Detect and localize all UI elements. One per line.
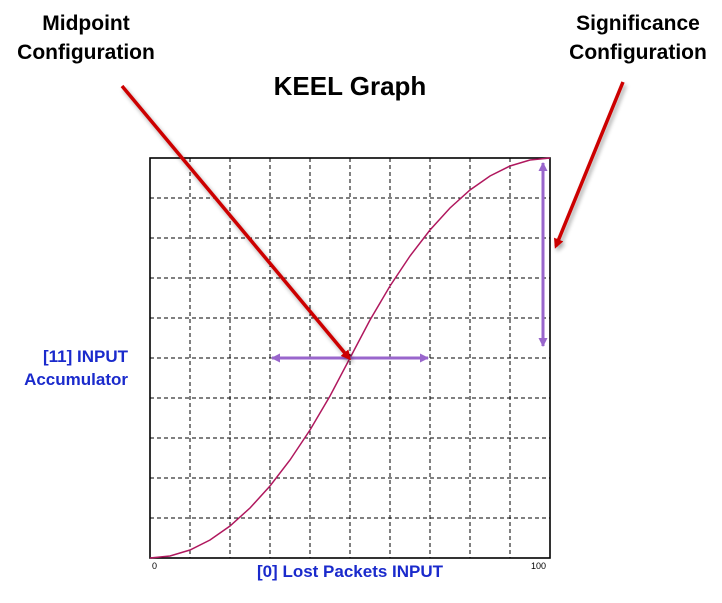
midpoint-callout-line1: Midpoint: [42, 12, 130, 35]
plot-frame: [149, 157, 551, 559]
graph-title: KEEL Graph: [273, 71, 427, 101]
significance-callout-line2: Configuration: [569, 41, 707, 64]
x-tick-min: 0: [152, 561, 158, 571]
significance-callout: Significance Configuration: [553, 9, 722, 67]
significance-callout-line1: Significance: [576, 12, 700, 35]
midpoint-callout-arrow: [120, 84, 351, 361]
x-tick-max: 100: [531, 561, 547, 571]
significance-callout-arrow: [554, 81, 625, 249]
y-axis-label-line2: Accumulator: [24, 370, 128, 389]
midpoint-callout-line2: Configuration: [17, 41, 155, 64]
midpoint-callout: Midpoint Configuration: [0, 9, 172, 67]
x-axis-label: [0] Lost Packets INPUT: [256, 562, 444, 581]
y-axis-label-line1: [11] INPUT: [42, 347, 128, 366]
y-axis-label: [11] INPUT Accumulator: [0, 345, 128, 391]
